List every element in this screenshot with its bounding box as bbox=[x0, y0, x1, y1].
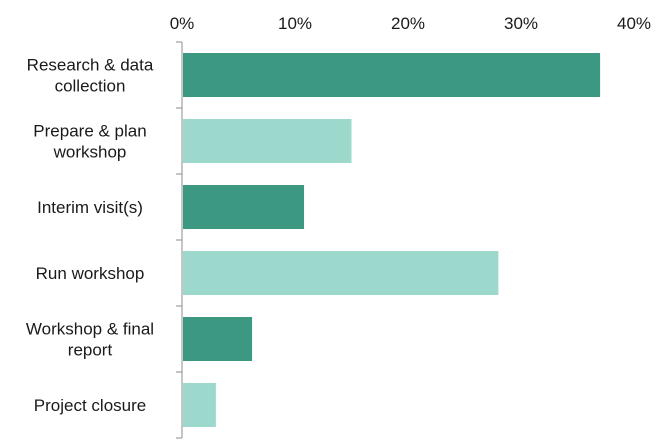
x-tick-label: 0% bbox=[170, 14, 195, 33]
category-label: Workshop & final report bbox=[26, 320, 154, 360]
bars bbox=[183, 53, 601, 427]
category-label-line: Research & data bbox=[27, 56, 154, 75]
category-label-line: Workshop & final bbox=[26, 320, 154, 339]
category-label-line: workshop bbox=[53, 143, 127, 162]
category-label-line: report bbox=[68, 341, 113, 360]
bar bbox=[183, 383, 216, 427]
x-tick-label: 20% bbox=[391, 14, 425, 33]
category-label: Research & data collection bbox=[27, 56, 154, 96]
bar bbox=[183, 317, 253, 361]
category-label: Prepare & plan workshop bbox=[33, 122, 146, 162]
bar bbox=[183, 53, 601, 97]
x-tick-label: 10% bbox=[278, 14, 312, 33]
category-label-line: collection bbox=[55, 77, 126, 96]
category-label-line: Interim visit(s) bbox=[37, 198, 143, 217]
x-tick-label: 30% bbox=[504, 14, 538, 33]
bar bbox=[183, 251, 499, 295]
category-label-line: Project closure bbox=[34, 396, 146, 415]
bar bbox=[183, 185, 305, 229]
category-label: Run workshop bbox=[36, 264, 145, 283]
bar bbox=[183, 119, 352, 163]
category-label-line: Prepare & plan bbox=[33, 122, 146, 141]
category-label: Interim visit(s) bbox=[37, 198, 143, 217]
x-tick-label: 40% bbox=[617, 14, 651, 33]
x-axis: 0% 10% 20% 30% 40% bbox=[170, 14, 651, 33]
y-axis: Research & data collection Prepare & plan w… bbox=[26, 41, 183, 439]
category-label-line: Run workshop bbox=[36, 264, 145, 283]
category-label: Project closure bbox=[34, 396, 146, 415]
